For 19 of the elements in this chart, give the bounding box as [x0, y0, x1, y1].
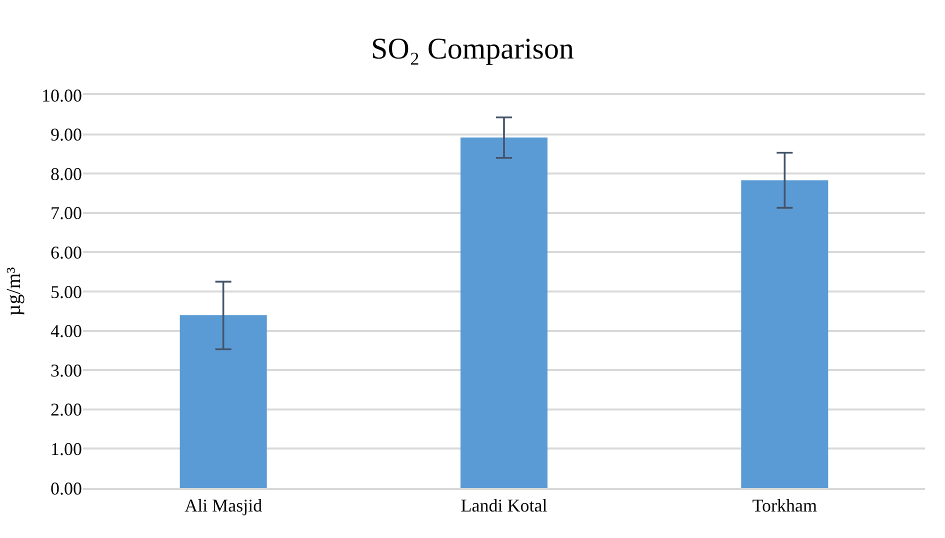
y-tick-label: 2.00: [50, 400, 82, 420]
y-tick-label: 3.00: [50, 360, 82, 380]
bar: [180, 315, 267, 488]
y-tick-label: 8.00: [50, 164, 82, 184]
chart-title: SO₂ Comparison: [371, 32, 574, 66]
y-tick-label: 7.00: [50, 203, 82, 224]
y-tick-label: 4.00: [50, 321, 82, 342]
x-tick-label: Ali Masjid: [184, 495, 262, 516]
x-tick-label: Landi Kotal: [460, 495, 548, 516]
bar: [741, 180, 828, 488]
y-tick-label: 0.00: [50, 478, 82, 498]
y-tick-label: 10.00: [42, 85, 82, 106]
y-tick-label: 6.00: [50, 242, 82, 262]
y-axis-title: µg/m³: [3, 267, 25, 316]
y-tick-label: 5.00: [50, 282, 82, 302]
y-tick-label: 1.00: [50, 439, 82, 459]
x-tick-label: Torkham: [752, 495, 818, 516]
y-tick-label: 9.00: [50, 124, 82, 145]
bar: [460, 137, 548, 488]
